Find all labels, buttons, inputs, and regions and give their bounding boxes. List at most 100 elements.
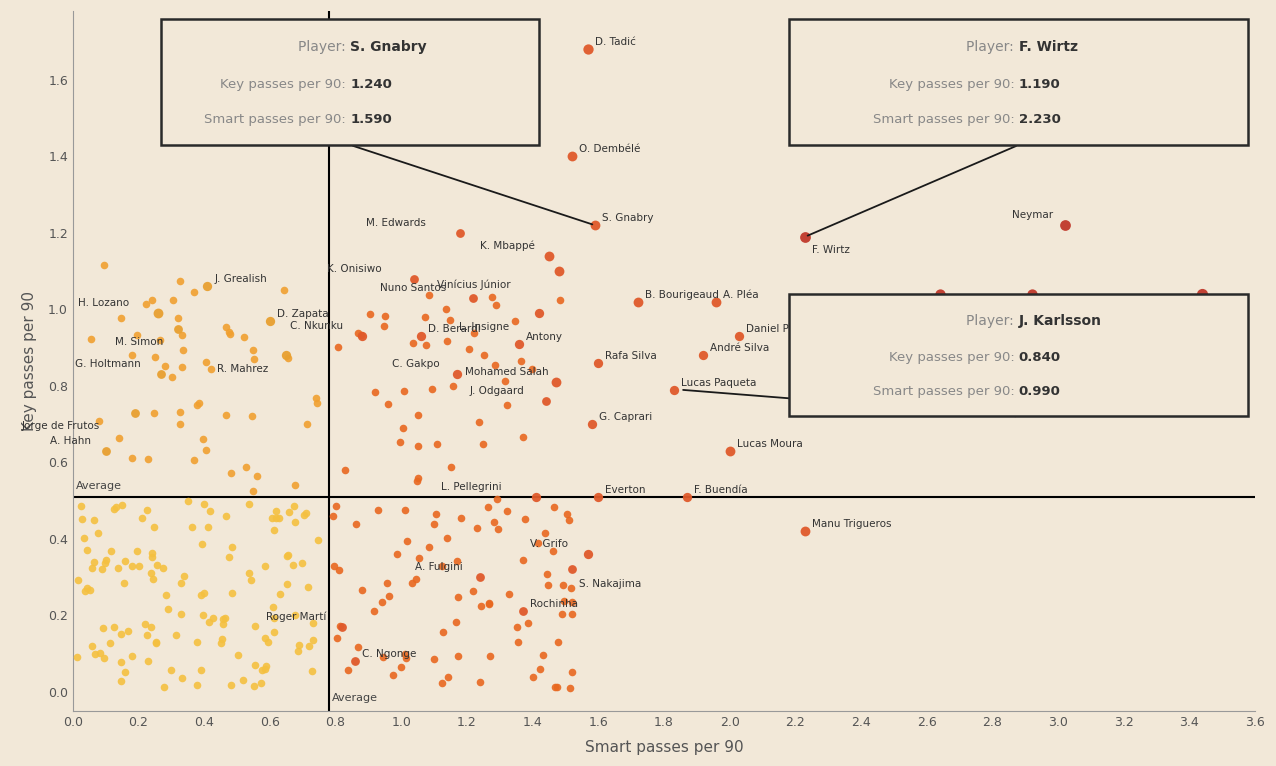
Point [181, 521, 202, 533]
Point [135, 297, 156, 309]
Point [546, 681, 567, 693]
Point [468, 416, 489, 428]
Point [111, 499, 131, 511]
Point [508, 636, 528, 648]
Point [189, 397, 209, 409]
Point [170, 418, 190, 430]
Point [140, 567, 161, 579]
Point [143, 573, 163, 585]
Point [435, 303, 456, 316]
Point [421, 382, 441, 394]
Point [228, 649, 249, 661]
Point [101, 545, 121, 557]
Point [264, 612, 285, 624]
Point [302, 665, 323, 677]
Point [538, 579, 559, 591]
Point [795, 231, 815, 243]
Point [365, 386, 385, 398]
Point [478, 598, 499, 611]
Point [88, 527, 108, 539]
Text: D. Payet: D. Payet [882, 303, 925, 313]
Text: J. Odgaard: J. Odgaard [470, 386, 524, 396]
Text: Rafa Silva: Rafa Silva [605, 351, 657, 361]
Point [378, 577, 398, 589]
Point [929, 288, 949, 300]
Point [186, 399, 207, 411]
Text: Á. Di María: Á. Di María [948, 303, 1005, 313]
Text: 1.190: 1.190 [1018, 78, 1060, 91]
Text: Player:: Player: [966, 40, 1018, 54]
Point [134, 617, 154, 630]
Point [245, 660, 265, 672]
Point [244, 344, 264, 356]
Point [89, 647, 110, 659]
Point [424, 653, 444, 666]
Text: C. Nkunku: C. Nkunku [290, 321, 343, 331]
Point [367, 504, 388, 516]
Point [93, 622, 114, 634]
Point [498, 399, 518, 411]
Point [244, 353, 264, 365]
Point [473, 349, 494, 362]
Point [323, 510, 343, 522]
Point [242, 410, 263, 422]
Point [200, 362, 221, 375]
Text: J. Karlsson: J. Karlsson [1018, 314, 1101, 328]
Point [450, 512, 471, 524]
Point [487, 523, 508, 535]
Point [216, 322, 236, 334]
Point [308, 397, 328, 409]
Point [203, 612, 223, 624]
X-axis label: Smart passes per 90: Smart passes per 90 [584, 740, 743, 755]
Text: A. Pléa: A. Pléa [723, 290, 759, 300]
Point [487, 493, 508, 505]
Point [408, 552, 429, 564]
Point [553, 579, 573, 591]
Point [115, 666, 135, 678]
Point [269, 588, 290, 600]
Point [549, 265, 569, 277]
Text: C. Ngonge: C. Ngonge [362, 649, 416, 659]
Point [390, 436, 411, 448]
Point [329, 620, 350, 632]
Point [536, 395, 556, 408]
Point [706, 296, 726, 308]
Text: K. Onisiwo: K. Onisiwo [327, 264, 382, 274]
Point [406, 572, 426, 584]
Point [264, 524, 285, 536]
Text: G. Caprari: G. Caprari [598, 412, 652, 422]
Point [299, 640, 319, 652]
Point [554, 595, 574, 607]
Point [110, 628, 130, 640]
Point [80, 584, 101, 596]
Point [80, 332, 101, 345]
Text: V. Grifo: V. Grifo [530, 539, 568, 549]
Point [407, 475, 427, 487]
Point [140, 621, 161, 633]
Point [211, 637, 231, 649]
Point [88, 415, 108, 427]
Point [161, 664, 181, 676]
Text: R. Mahrez: R. Mahrez [217, 364, 268, 374]
Point [74, 585, 94, 597]
Point [308, 534, 328, 546]
Point [390, 660, 411, 673]
Point [463, 292, 484, 304]
Point [171, 607, 191, 620]
Point [526, 491, 546, 503]
Point [285, 499, 305, 512]
Point [265, 512, 286, 524]
Text: Everton: Everton [605, 485, 646, 495]
Point [265, 505, 286, 517]
Point [105, 503, 125, 516]
Text: Antony: Antony [527, 332, 564, 342]
Text: A. Fulgini: A. Fulgini [415, 562, 462, 572]
Point [394, 385, 415, 398]
Point [213, 613, 234, 625]
Point [416, 339, 436, 352]
Point [324, 560, 345, 572]
Point [138, 654, 158, 666]
Point [111, 656, 131, 668]
Point [478, 597, 499, 610]
Point [242, 485, 263, 497]
